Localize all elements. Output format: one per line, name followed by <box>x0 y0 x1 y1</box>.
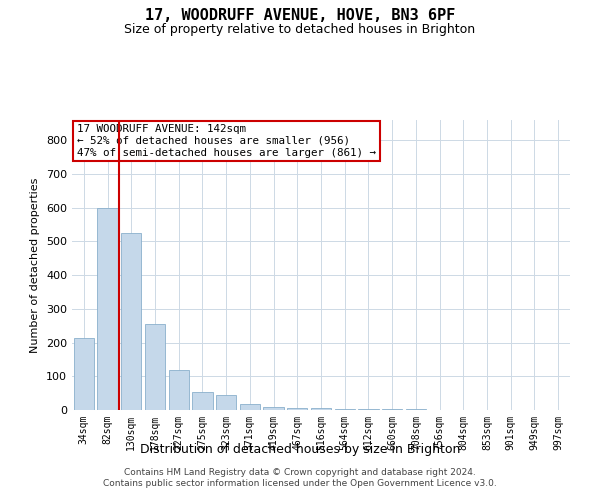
Bar <box>287 408 307 410</box>
Bar <box>240 404 260 410</box>
Bar <box>311 408 331 410</box>
Bar <box>145 324 165 410</box>
Bar <box>97 208 118 410</box>
Bar <box>169 370 189 410</box>
Bar <box>121 233 142 410</box>
Bar <box>335 408 355 410</box>
Bar <box>193 392 212 410</box>
Text: Size of property relative to detached houses in Brighton: Size of property relative to detached ho… <box>124 22 476 36</box>
Text: 17, WOODRUFF AVENUE, HOVE, BN3 6PF: 17, WOODRUFF AVENUE, HOVE, BN3 6PF <box>145 8 455 22</box>
Bar <box>358 409 379 410</box>
Bar <box>74 338 94 410</box>
Text: Contains HM Land Registry data © Crown copyright and database right 2024.
Contai: Contains HM Land Registry data © Crown c… <box>103 468 497 487</box>
Bar <box>263 406 284 410</box>
Bar <box>216 395 236 410</box>
Text: Distribution of detached houses by size in Brighton: Distribution of detached houses by size … <box>140 442 460 456</box>
Y-axis label: Number of detached properties: Number of detached properties <box>31 178 40 352</box>
Text: 17 WOODRUFF AVENUE: 142sqm
← 52% of detached houses are smaller (956)
47% of sem: 17 WOODRUFF AVENUE: 142sqm ← 52% of deta… <box>77 124 376 158</box>
